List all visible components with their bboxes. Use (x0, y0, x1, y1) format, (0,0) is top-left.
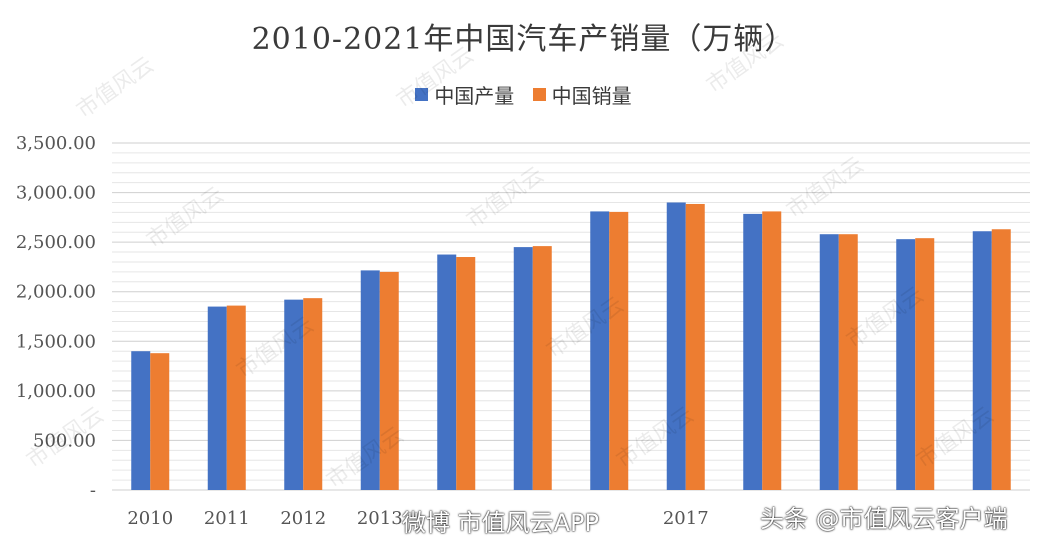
y-tick-label: 3,000.00 (16, 183, 96, 204)
bar-sales-2010 (150, 353, 170, 490)
bar-sales-2019 (838, 234, 858, 490)
x-tick-label: 2017 (663, 508, 709, 529)
watermark-weibo: 微博 市值风云APP (402, 509, 599, 537)
y-tick-label: 3,500.00 (16, 133, 96, 154)
bar-production-2012 (284, 299, 304, 490)
bar-production-2011 (207, 306, 227, 490)
bar-sales-2013 (379, 271, 399, 490)
legend-label-production: 中国产量 (434, 84, 515, 108)
bar-sales-2017 (685, 203, 705, 491)
bar-production-2010 (131, 351, 151, 490)
bar-sales-2015 (532, 246, 552, 490)
bar-sales-2016 (609, 211, 629, 490)
bar-production-2019 (819, 234, 839, 490)
bar-sales-2014 (456, 257, 476, 490)
legend-swatch-sales (532, 88, 546, 101)
bar-production-2013 (360, 270, 380, 490)
bar-sales-2020 (915, 238, 935, 490)
legend-item-sales: 中国销量 (532, 80, 632, 109)
x-tick-label: 2013 (357, 508, 403, 529)
x-tick-label: 2011 (204, 508, 250, 529)
legend-label-sales: 中国销量 (551, 84, 632, 108)
bar-sales-2021 (991, 229, 1011, 491)
x-tick-label: 2012 (280, 508, 326, 529)
chart-legend: 中国产量 中国销量 (0, 80, 1047, 109)
y-tick-label: 1,000.00 (16, 381, 96, 402)
y-tick-label: 2,000.00 (16, 282, 96, 303)
bar-production-2020 (896, 239, 916, 490)
bar-production-2021 (972, 231, 992, 491)
bar-sales-2012 (303, 298, 323, 490)
chart-title: 2010-2021年中国汽车产销量（万辆） (251, 22, 796, 57)
bar-production-2016 (590, 211, 610, 490)
bar-production-2014 (437, 254, 457, 490)
legend-swatch-production (415, 88, 429, 101)
bar-sales-2018 (762, 211, 782, 490)
x-tick-label: 2010 (127, 508, 173, 529)
bar-production-2018 (743, 213, 763, 490)
legend-item-production: 中国产量 (415, 80, 514, 109)
bar-production-2015 (513, 247, 533, 490)
bar-production-2017 (666, 202, 686, 490)
bar-sales-2011 (226, 305, 246, 490)
y-tick-label: - (90, 480, 96, 501)
y-tick-label: 500.00 (33, 430, 96, 451)
y-tick-label: 1,500.00 (16, 331, 96, 352)
y-tick-label: 2,500.00 (16, 232, 96, 253)
watermark-toutiao: 头条 @市值风云客户端 (760, 505, 1008, 533)
